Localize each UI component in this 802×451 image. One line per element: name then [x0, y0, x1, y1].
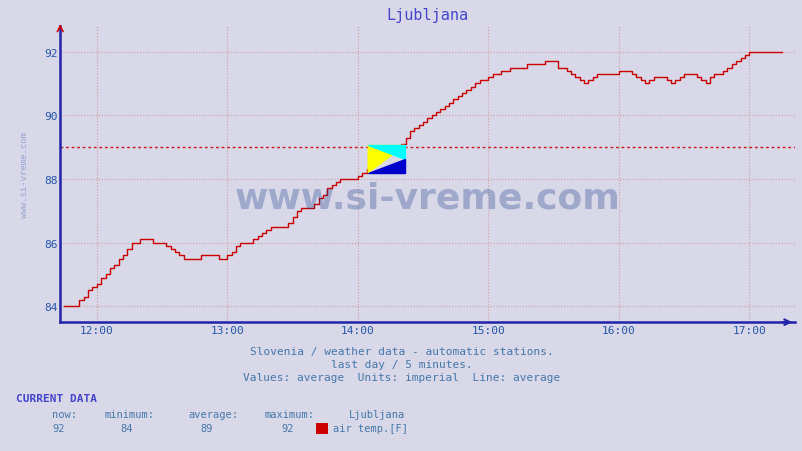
Text: 92: 92: [281, 423, 294, 433]
Text: maximum:: maximum:: [265, 409, 314, 419]
Text: Values: average  Units: imperial  Line: average: Values: average Units: imperial Line: av…: [242, 372, 560, 382]
Text: 92: 92: [52, 423, 65, 433]
Text: 84: 84: [120, 423, 133, 433]
Text: Ljubljana: Ljubljana: [349, 409, 405, 419]
Text: air temp.[F]: air temp.[F]: [333, 423, 407, 433]
Text: Slovenia / weather data - automatic stations.: Slovenia / weather data - automatic stat…: [249, 346, 553, 356]
Polygon shape: [368, 160, 404, 173]
Text: average:: average:: [188, 409, 238, 419]
Polygon shape: [368, 146, 404, 173]
Text: 89: 89: [200, 423, 213, 433]
Text: www.si-vreme.com: www.si-vreme.com: [234, 181, 620, 216]
Text: CURRENT DATA: CURRENT DATA: [16, 393, 97, 403]
Text: last day / 5 minutes.: last day / 5 minutes.: [330, 359, 472, 369]
Text: www.si-vreme.com: www.si-vreme.com: [20, 132, 30, 218]
Title: Ljubljana: Ljubljana: [386, 8, 468, 23]
Polygon shape: [368, 146, 404, 160]
Text: now:: now:: [52, 409, 77, 419]
Text: minimum:: minimum:: [104, 409, 154, 419]
